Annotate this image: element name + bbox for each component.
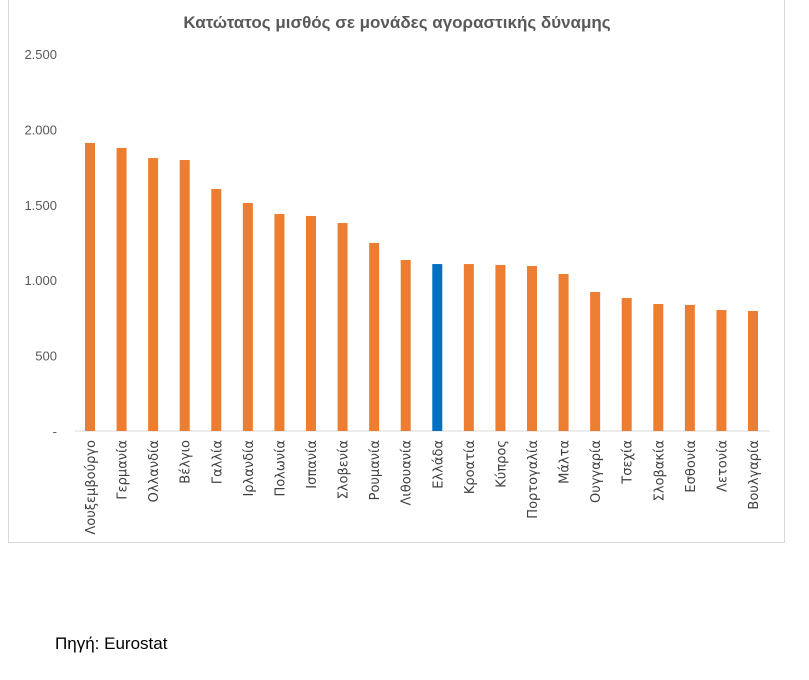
y-tick-label: 2.000 (24, 122, 57, 137)
x-tick-label: Γαλλία (210, 440, 225, 484)
bar-11 (400, 259, 411, 431)
bar-10 (369, 242, 380, 431)
x-tick-label: Ολλανδία (147, 440, 162, 502)
x-tick-label: Ουγγαρία (589, 440, 604, 503)
x-tick-label: Ισπανία (305, 440, 320, 489)
x-tick-label: Βουλγαρία (747, 440, 762, 510)
x-tick-label: Πολωνία (273, 440, 288, 497)
y-tick-label: 500 (35, 349, 57, 364)
x-tick-label: Εσθονία (684, 440, 699, 493)
x-tick-label: Λουξεμβούργο (84, 440, 99, 535)
y-tick-label: 1.000 (24, 273, 57, 288)
x-tick-label: Γερμανία (116, 440, 131, 500)
x-tick-label: Μάλτα (558, 440, 573, 484)
x-tick-label: Σλοβακία (652, 440, 667, 501)
bar-5 (211, 188, 222, 431)
chart-title: Κατώτατος μισθός σε μονάδες αγοραστικής … (183, 13, 610, 32)
x-tick-label: Κροατία (463, 440, 478, 494)
bar-13 (463, 264, 474, 431)
bar-6 (242, 202, 253, 431)
x-tick-label: Κύπρος (494, 440, 509, 488)
x-tick-label: Βέλγιο (179, 440, 194, 484)
x-tick-label: Σλοβενία (337, 440, 352, 499)
y-tick-label: - (53, 424, 57, 439)
x-tick-label: Ρουμανία (368, 440, 383, 500)
x-tick-label: Λιθουανία (400, 440, 415, 506)
bar-7 (274, 213, 285, 431)
bar-17 (590, 291, 601, 431)
bar-2 (116, 147, 127, 431)
bar-12 (432, 264, 443, 431)
bar-19 (653, 304, 664, 431)
y-tick-label: 2.500 (24, 47, 57, 62)
bar-20 (684, 304, 695, 431)
x-tick-label: Πορτογαλία (526, 440, 541, 519)
bar-1 (85, 142, 95, 432)
chart-frame (8, 0, 785, 543)
x-tick-label: Λετονία (715, 440, 730, 492)
bar-21 (716, 310, 727, 431)
bar-16 (558, 274, 569, 431)
x-tick-label: Ελλάδα (431, 440, 446, 489)
bar-4 (179, 160, 190, 432)
x-tick-label: Τσεχία (621, 440, 636, 485)
bar-9 (337, 223, 348, 431)
bar-15 (527, 266, 537, 431)
bar-22 (748, 310, 758, 431)
bar-18 (621, 297, 632, 431)
x-tick-label: Ιρλανδία (242, 440, 257, 497)
y-tick-label: 1.500 (24, 198, 57, 213)
source-note: Πηγή: Eurostat (55, 634, 168, 653)
bar-14 (495, 264, 506, 431)
bar-3 (148, 158, 159, 431)
bar-8 (306, 215, 316, 431)
